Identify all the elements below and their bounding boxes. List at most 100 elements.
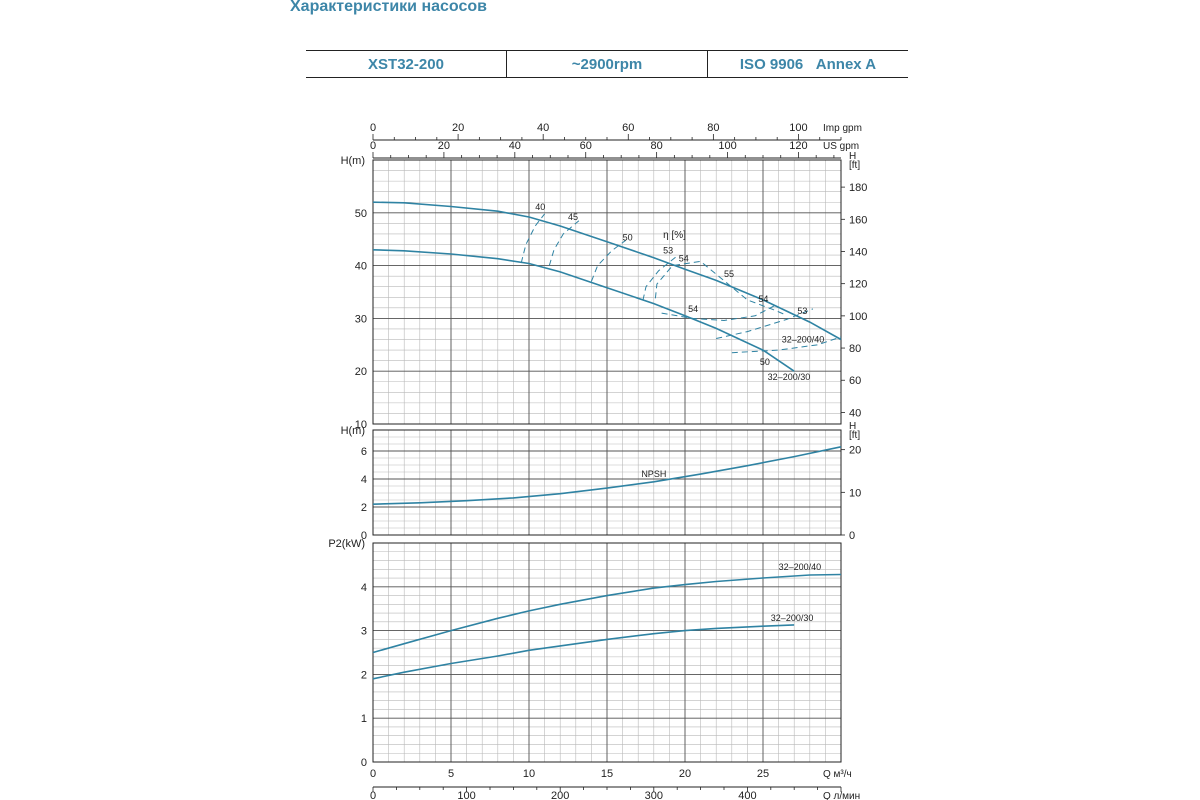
- curve-annotation: 50: [760, 357, 770, 367]
- efficiency-label: η [%]: [663, 230, 686, 241]
- standard-cell: ISO 9906 Annex A: [707, 51, 908, 77]
- q-lmin-tick-label: 400: [738, 790, 756, 800]
- series-line: [372, 624, 795, 680]
- q-m3h-tick-label: 5: [448, 768, 454, 780]
- y2-tick-label: 0: [849, 530, 855, 542]
- panel-npsh: 0 2 4 6 H(m) H[ft] 0 10 20 NPSH: [341, 421, 862, 542]
- curve-annotation: 53: [797, 306, 807, 316]
- spec-table: XST32-200 ~2900rpm ISO 9906 Annex A: [306, 50, 908, 78]
- q-m3h-tick-label: 25: [757, 768, 769, 780]
- curve-annotation: 40: [535, 202, 545, 212]
- imp-gpm-axis-tick-label: 0: [370, 122, 376, 134]
- imp-gpm-axis-tick-label: 20: [452, 122, 464, 134]
- us-gpm-axis-tick-label: 40: [509, 140, 521, 152]
- series-line: [372, 446, 842, 505]
- y-tick-label: 2: [361, 669, 367, 681]
- y2-axis-label: H: [849, 151, 856, 162]
- q-m3h-axis: 0 5 10 15 20 25 Q м³/ч: [370, 768, 852, 780]
- imp-gpm-axis-tick-label: 60: [622, 122, 634, 134]
- y-tick-label: 50: [355, 208, 367, 220]
- curve-annotation: 53: [663, 245, 673, 255]
- y-axis-label: P2(kW): [328, 538, 365, 550]
- efficiency-curve: [548, 220, 580, 266]
- q-m3h-tick-label: 10: [523, 768, 535, 780]
- speed-label: ~2900rpm: [571, 55, 643, 73]
- y-tick-label: 0: [361, 757, 367, 769]
- curve-annotation: 32–200/30: [771, 613, 814, 623]
- us-gpm-axis-tick-label: 120: [789, 140, 807, 152]
- y-tick-label: 6: [361, 446, 367, 458]
- curve-annotation: 54: [688, 304, 698, 314]
- y2-axis-label: [ft]: [849, 430, 860, 441]
- curve-annotation: 54: [679, 253, 689, 263]
- curve-annotation: NPSH: [641, 469, 666, 479]
- q-lmin-tick-label: 300: [645, 790, 663, 800]
- series-line: [372, 249, 795, 372]
- q-m3h-tick-label: 0: [370, 768, 376, 780]
- curve-annotation: 45: [568, 212, 578, 222]
- y-tick-label: 40: [355, 261, 367, 273]
- y-tick-label: 3: [361, 626, 367, 638]
- y-tick-label: 4: [361, 474, 367, 486]
- q-m3h-tick-label: 15: [601, 768, 613, 780]
- curve-annotation: 50: [623, 232, 633, 242]
- us-gpm-axis-tick-label: 0: [370, 140, 376, 152]
- panel-frame: [372, 429, 842, 536]
- y-tick-label: 30: [355, 313, 367, 325]
- y-tick-label: 1: [361, 713, 367, 725]
- y2-tick-label: 80: [849, 343, 861, 355]
- q-lmin-tick-label: 100: [457, 790, 475, 800]
- y-tick-label: 10: [355, 419, 367, 431]
- us-gpm-axis-tick-label: 20: [438, 140, 450, 152]
- q-lmin-tick-label: 0: [370, 790, 376, 800]
- efficiency-curve: [661, 304, 776, 322]
- us-gpm-axis-tick-label: 100: [718, 140, 736, 152]
- us-gpm-axis-label: US gpm: [823, 141, 859, 152]
- q-lmin-label: Q л/мин: [823, 791, 860, 800]
- imp-gpm-axis: 0 20 40 60 80 100 Imp gpm: [370, 122, 862, 141]
- q-m3h-tick-label: 20: [679, 768, 691, 780]
- y-tick-label: 20: [355, 366, 367, 378]
- curve-annotation: 54: [758, 294, 768, 304]
- y2-tick-label: 100: [849, 311, 867, 323]
- imp-gpm-axis-tick-label: 40: [537, 122, 549, 134]
- y2-tick-label: 10: [849, 487, 861, 499]
- speed-cell: ~2900rpm: [506, 51, 707, 77]
- q-lmin-tick-label: 200: [551, 790, 569, 800]
- y-axis-label: H(m): [341, 155, 365, 167]
- curve-annotation: 32–200/40: [782, 335, 825, 345]
- curve-annotation: 32–200/40: [779, 562, 822, 572]
- us-gpm-axis-tick-label: 80: [651, 140, 663, 152]
- y-tick-label: 2: [361, 502, 367, 514]
- y2-axis-label: H: [849, 421, 856, 432]
- y2-tick-label: 20: [849, 445, 861, 457]
- series-line: [372, 201, 842, 341]
- imp-gpm-axis-tick-label: 100: [789, 122, 807, 134]
- efficiency-curve: [654, 260, 787, 316]
- y2-tick-label: 60: [849, 375, 861, 387]
- us-gpm-axis: 0 20 40 60 80 100 120 US gpm: [370, 140, 859, 159]
- series-line: [372, 573, 842, 654]
- y2-tick-label: 140: [849, 246, 867, 258]
- y2-tick-label: 40: [849, 407, 861, 419]
- curve-annotation: 55: [724, 269, 734, 279]
- efficiency-curve: [642, 256, 676, 301]
- model-label: XST32-200: [368, 55, 444, 73]
- y-tick-label: 0: [361, 530, 367, 542]
- y-axis-label: H(m): [341, 425, 365, 437]
- y2-tick-label: 160: [849, 214, 867, 226]
- page-title: Характеристики насосов: [290, 0, 487, 15]
- imp-gpm-axis-tick-label: 80: [707, 122, 719, 134]
- imp-gpm-axis-label: Imp gpm: [823, 123, 862, 134]
- annex-label: Annex A: [815, 55, 877, 73]
- model-cell: XST32-200: [306, 51, 506, 77]
- panel-power: 0 1 2 3 4 P2(kW) 32–200/40 32–200/30: [328, 538, 842, 769]
- efficiency-curve: [731, 336, 842, 354]
- y2-axis-label: [ft]: [849, 160, 860, 171]
- panel-frame: [372, 159, 842, 425]
- curve-annotation: 32–200/30: [768, 372, 811, 382]
- us-gpm-axis-tick-label: 60: [580, 140, 592, 152]
- standard-label: ISO 9906: [739, 55, 804, 73]
